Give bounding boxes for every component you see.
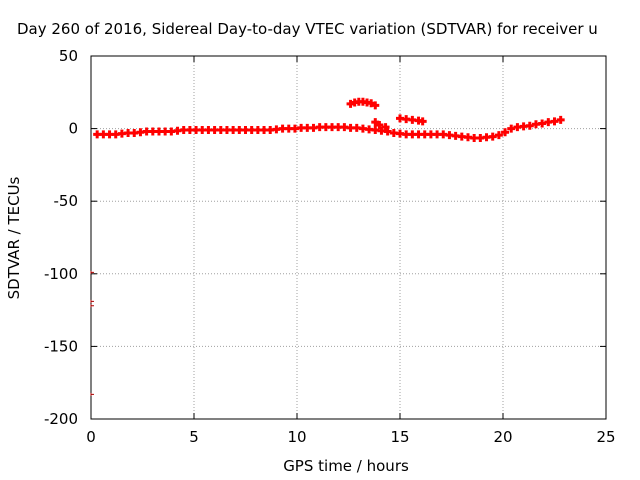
- y-tick-label-1: -150: [44, 337, 78, 355]
- x-tick-label-2: 10: [287, 428, 306, 446]
- outliers-point-3: [90, 392, 94, 396]
- chart-title: Day 260 of 2016, Sidereal Day-to-day VTE…: [17, 20, 598, 38]
- outliers-point-2: [90, 304, 94, 308]
- y-tick-label-0: -200: [44, 410, 78, 428]
- y-tick-label-4: 0: [68, 120, 78, 138]
- plot-frame: [90, 55, 607, 420]
- x-tick-label-0: 0: [86, 428, 96, 446]
- plot-border: [90, 55, 607, 420]
- data-points: [90, 97, 565, 396]
- x-tick-label-4: 20: [493, 428, 512, 446]
- y-axis-label: SDTVAR / TECUs: [5, 176, 23, 299]
- secondary-segment-point-2: [381, 123, 390, 132]
- main-track-point-75: [556, 115, 565, 124]
- main-track-point-66: [501, 128, 510, 137]
- axis-ticks: 0 5 10 15 20 25 -200 -150 -100 -50 0 50: [44, 47, 616, 446]
- grid-lines: [91, 56, 606, 419]
- x-tick-label-5: 25: [596, 428, 615, 446]
- x-axis-label: GPS time / hours: [283, 457, 409, 475]
- y-tick-label-2: -100: [44, 265, 78, 283]
- y-tick-label-3: -50: [54, 192, 79, 210]
- x-tick-label-1: 5: [189, 428, 199, 446]
- main-track-point-65: [494, 131, 503, 140]
- y-tick-label-5: 50: [59, 47, 78, 65]
- arc-segment-point-6: [371, 101, 380, 110]
- secondary-segment-point-1: [375, 120, 384, 129]
- outliers-point-0: [90, 270, 94, 274]
- x-tick-label-3: 15: [390, 428, 409, 446]
- outliers-point-1: [90, 299, 94, 303]
- secondary-segment-point-7: [418, 117, 427, 126]
